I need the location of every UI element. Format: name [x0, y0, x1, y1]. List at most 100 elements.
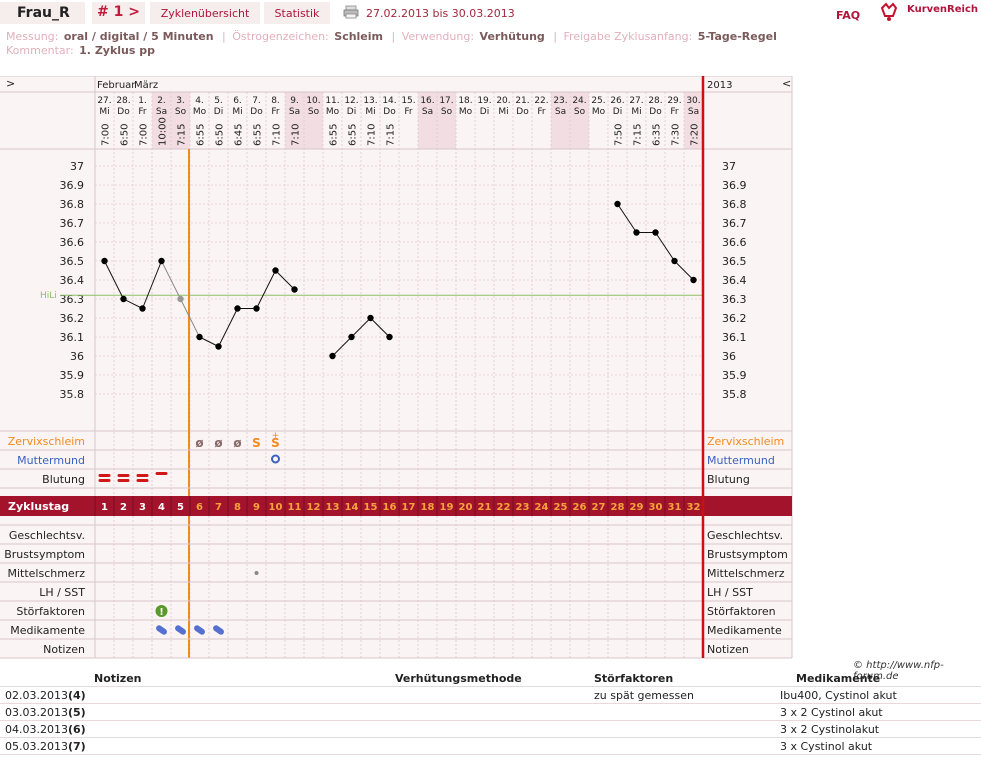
- cycle-day-number: 15: [364, 502, 378, 513]
- note-disturb: zu spät gemessen: [594, 689, 694, 702]
- bleeding-mark[interactable]: [155, 472, 168, 475]
- cycle-day-number: 17: [402, 502, 416, 513]
- day-date: 10.: [306, 96, 320, 106]
- temp-point[interactable]: [101, 257, 108, 265]
- temp-point[interactable]: [196, 333, 203, 341]
- y-tick-right: 36.2: [722, 312, 747, 325]
- day-weekday: Sa: [289, 107, 300, 117]
- y-tick-left: 35.8: [60, 388, 85, 401]
- day-weekday: Mo: [193, 107, 207, 117]
- day-date: 19.: [477, 96, 491, 106]
- chart-background: [0, 76, 792, 658]
- note-meds: 3 x 2 Cystinol akut: [780, 706, 883, 719]
- temp-point[interactable]: [158, 257, 165, 265]
- temp-point[interactable]: [367, 314, 374, 322]
- temp-point[interactable]: [652, 229, 659, 236]
- kurvenreich-logo-icon[interactable]: [880, 2, 980, 24]
- comment-label: Kommentar:: [6, 44, 74, 57]
- cervix-mark[interactable]: [271, 454, 280, 464]
- mucus-mark[interactable]: S: [271, 436, 280, 450]
- temp-point[interactable]: [386, 333, 393, 341]
- bleeding-mark[interactable]: [136, 474, 149, 477]
- temp-point[interactable]: [671, 257, 678, 265]
- row-label-intercourse: Geschlechtsv.: [9, 529, 85, 542]
- temp-segment: [370, 317, 390, 338]
- day-time: 6:35: [652, 124, 663, 146]
- cycle-day-number: 9: [253, 502, 260, 513]
- day-weekday: So: [175, 107, 187, 117]
- day-date: 27.: [629, 96, 643, 106]
- day-time: 6:45: [234, 124, 245, 146]
- temp-point[interactable]: [348, 333, 355, 341]
- y-tick-left: 36.6: [60, 236, 85, 249]
- mucus-mark[interactable]: ø: [233, 436, 241, 450]
- temp-point[interactable]: [614, 200, 621, 208]
- measure-label: Messung:: [6, 30, 59, 43]
- bleeding-mark[interactable]: [117, 479, 130, 482]
- day-date: 25.: [591, 96, 605, 106]
- day-weekday: Fr: [537, 107, 546, 117]
- day-weekday: Do: [383, 107, 396, 117]
- day-date: 27.: [97, 96, 111, 106]
- mucus-mark[interactable]: ø: [195, 436, 203, 450]
- row-label-right-mucus: Zervixschleim: [707, 435, 784, 448]
- temp-point[interactable]: [291, 286, 298, 293]
- day-time: 6:50: [120, 124, 131, 146]
- pill-icon[interactable]: [193, 624, 206, 636]
- tab-cycle-overview[interactable]: Zyklenübersicht: [150, 2, 260, 24]
- bleeding-mark[interactable]: [117, 474, 130, 477]
- row-label-right-notes: Notizen: [707, 643, 749, 656]
- cycle-day-number: 18: [421, 502, 435, 513]
- temp-point[interactable]: [329, 352, 336, 360]
- temp-point[interactable]: [633, 229, 640, 236]
- row-label-mucus: Zervixschleim: [8, 435, 85, 448]
- temp-point[interactable]: [690, 276, 697, 284]
- mucus-mark[interactable]: ø: [214, 436, 222, 450]
- midpain-mark[interactable]: [254, 571, 259, 575]
- use-value: Verhütung: [479, 30, 545, 43]
- y-tick-left: 36.9: [60, 179, 85, 192]
- cycle-day-number: 14: [345, 502, 359, 513]
- day-weekday: Mi: [232, 107, 242, 117]
- day-date: 22.: [534, 96, 548, 106]
- day-weekday: Do: [516, 107, 529, 117]
- temp-point[interactable]: [234, 305, 241, 312]
- day-weekday: Mi: [631, 107, 641, 117]
- header-disturb: Störfaktoren: [594, 672, 674, 685]
- bleeding-mark[interactable]: [98, 479, 111, 482]
- pill-icon[interactable]: [212, 624, 225, 636]
- y-tick-right: 37: [722, 160, 736, 173]
- day-weekday: Mi: [498, 107, 508, 117]
- month-label: März: [134, 80, 158, 91]
- printer-icon[interactable]: [343, 5, 359, 19]
- pill-icon[interactable]: [155, 624, 168, 636]
- y-tick-left: 36.2: [60, 312, 85, 325]
- y-tick-right: 36.8: [722, 198, 747, 211]
- temp-segment: [161, 260, 181, 300]
- warning-icon[interactable]: [155, 605, 168, 617]
- nav-next-button[interactable]: <: [782, 77, 791, 90]
- bleeding-mark[interactable]: [136, 479, 149, 482]
- temp-point[interactable]: [120, 295, 127, 303]
- faq-link[interactable]: FAQ: [836, 9, 861, 22]
- day-weekday: Mi: [99, 107, 109, 117]
- bleeding-mark[interactable]: [98, 474, 111, 477]
- temp-point[interactable]: [215, 343, 222, 350]
- temp-point[interactable]: [177, 295, 184, 303]
- note-date: 04.03.2013: [5, 723, 68, 736]
- temp-point[interactable]: [272, 267, 279, 274]
- day-date: 3.: [176, 96, 185, 106]
- temp-point[interactable]: [139, 305, 146, 312]
- nav-prev-button[interactable]: >: [6, 77, 15, 90]
- mucus-mark[interactable]: S: [252, 436, 261, 450]
- cycle-day-number: 8: [234, 502, 241, 513]
- y-tick-right: 36.1: [722, 331, 747, 344]
- note-date: 03.03.2013: [5, 706, 68, 719]
- cycle-nav-button[interactable]: # 1 >: [92, 2, 145, 24]
- tab-statistics[interactable]: Statistik: [264, 2, 330, 24]
- temp-point[interactable]: [253, 305, 260, 312]
- day-time: 7:50: [614, 124, 625, 146]
- cycle-day-number: 3: [139, 502, 146, 513]
- pill-icon[interactable]: [174, 624, 187, 636]
- day-time: 7:10: [272, 124, 283, 146]
